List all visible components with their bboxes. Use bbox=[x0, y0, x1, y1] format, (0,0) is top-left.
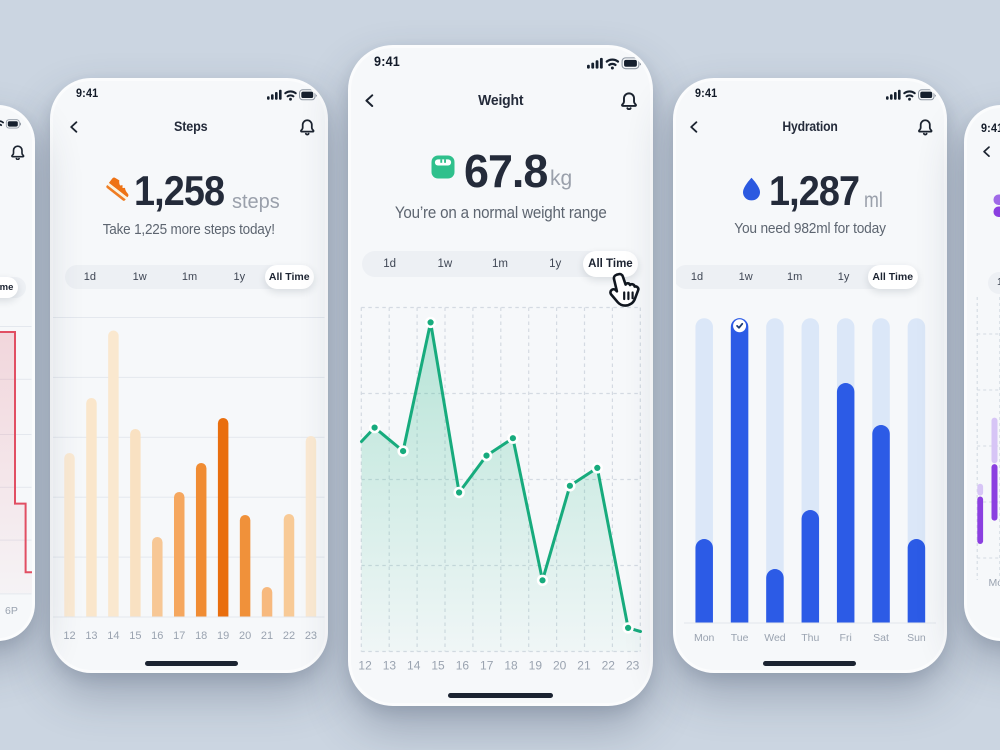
svg-text:22: 22 bbox=[601, 658, 615, 672]
svg-text:23: 23 bbox=[305, 630, 317, 642]
svg-text:13: 13 bbox=[382, 658, 396, 672]
svg-text:15: 15 bbox=[431, 658, 445, 672]
svg-text:Tue: Tue bbox=[730, 632, 748, 644]
svg-text:Mo: Mo bbox=[988, 577, 1000, 589]
svg-text:Fri: Fri bbox=[839, 632, 851, 644]
svg-text:Wed: Wed bbox=[764, 632, 786, 644]
svg-text:14: 14 bbox=[407, 658, 421, 672]
svg-text:6P: 6P bbox=[5, 605, 18, 617]
svg-text:Thu: Thu bbox=[801, 632, 819, 644]
svg-text:16: 16 bbox=[455, 658, 469, 672]
svg-text:23: 23 bbox=[625, 658, 639, 672]
svg-text:22: 22 bbox=[283, 630, 295, 642]
svg-text:Sat: Sat bbox=[873, 632, 889, 644]
svg-text:18: 18 bbox=[504, 658, 518, 672]
svg-text:21: 21 bbox=[577, 658, 591, 672]
svg-text:15: 15 bbox=[129, 630, 141, 642]
svg-text:21: 21 bbox=[261, 630, 273, 642]
svg-text:19: 19 bbox=[217, 630, 229, 642]
svg-text:20: 20 bbox=[239, 630, 251, 642]
svg-text:20: 20 bbox=[552, 658, 566, 672]
svg-text:12: 12 bbox=[63, 630, 75, 642]
svg-text:17: 17 bbox=[173, 630, 185, 642]
svg-text:16: 16 bbox=[151, 630, 163, 642]
svg-text:19: 19 bbox=[528, 658, 542, 672]
svg-text:12: 12 bbox=[358, 658, 372, 672]
svg-text:18: 18 bbox=[195, 630, 207, 642]
svg-text:Mon: Mon bbox=[693, 632, 714, 644]
svg-text:14: 14 bbox=[107, 630, 119, 642]
svg-text:17: 17 bbox=[480, 658, 494, 672]
svg-text:13: 13 bbox=[85, 630, 97, 642]
svg-text:Sun: Sun bbox=[907, 632, 926, 644]
